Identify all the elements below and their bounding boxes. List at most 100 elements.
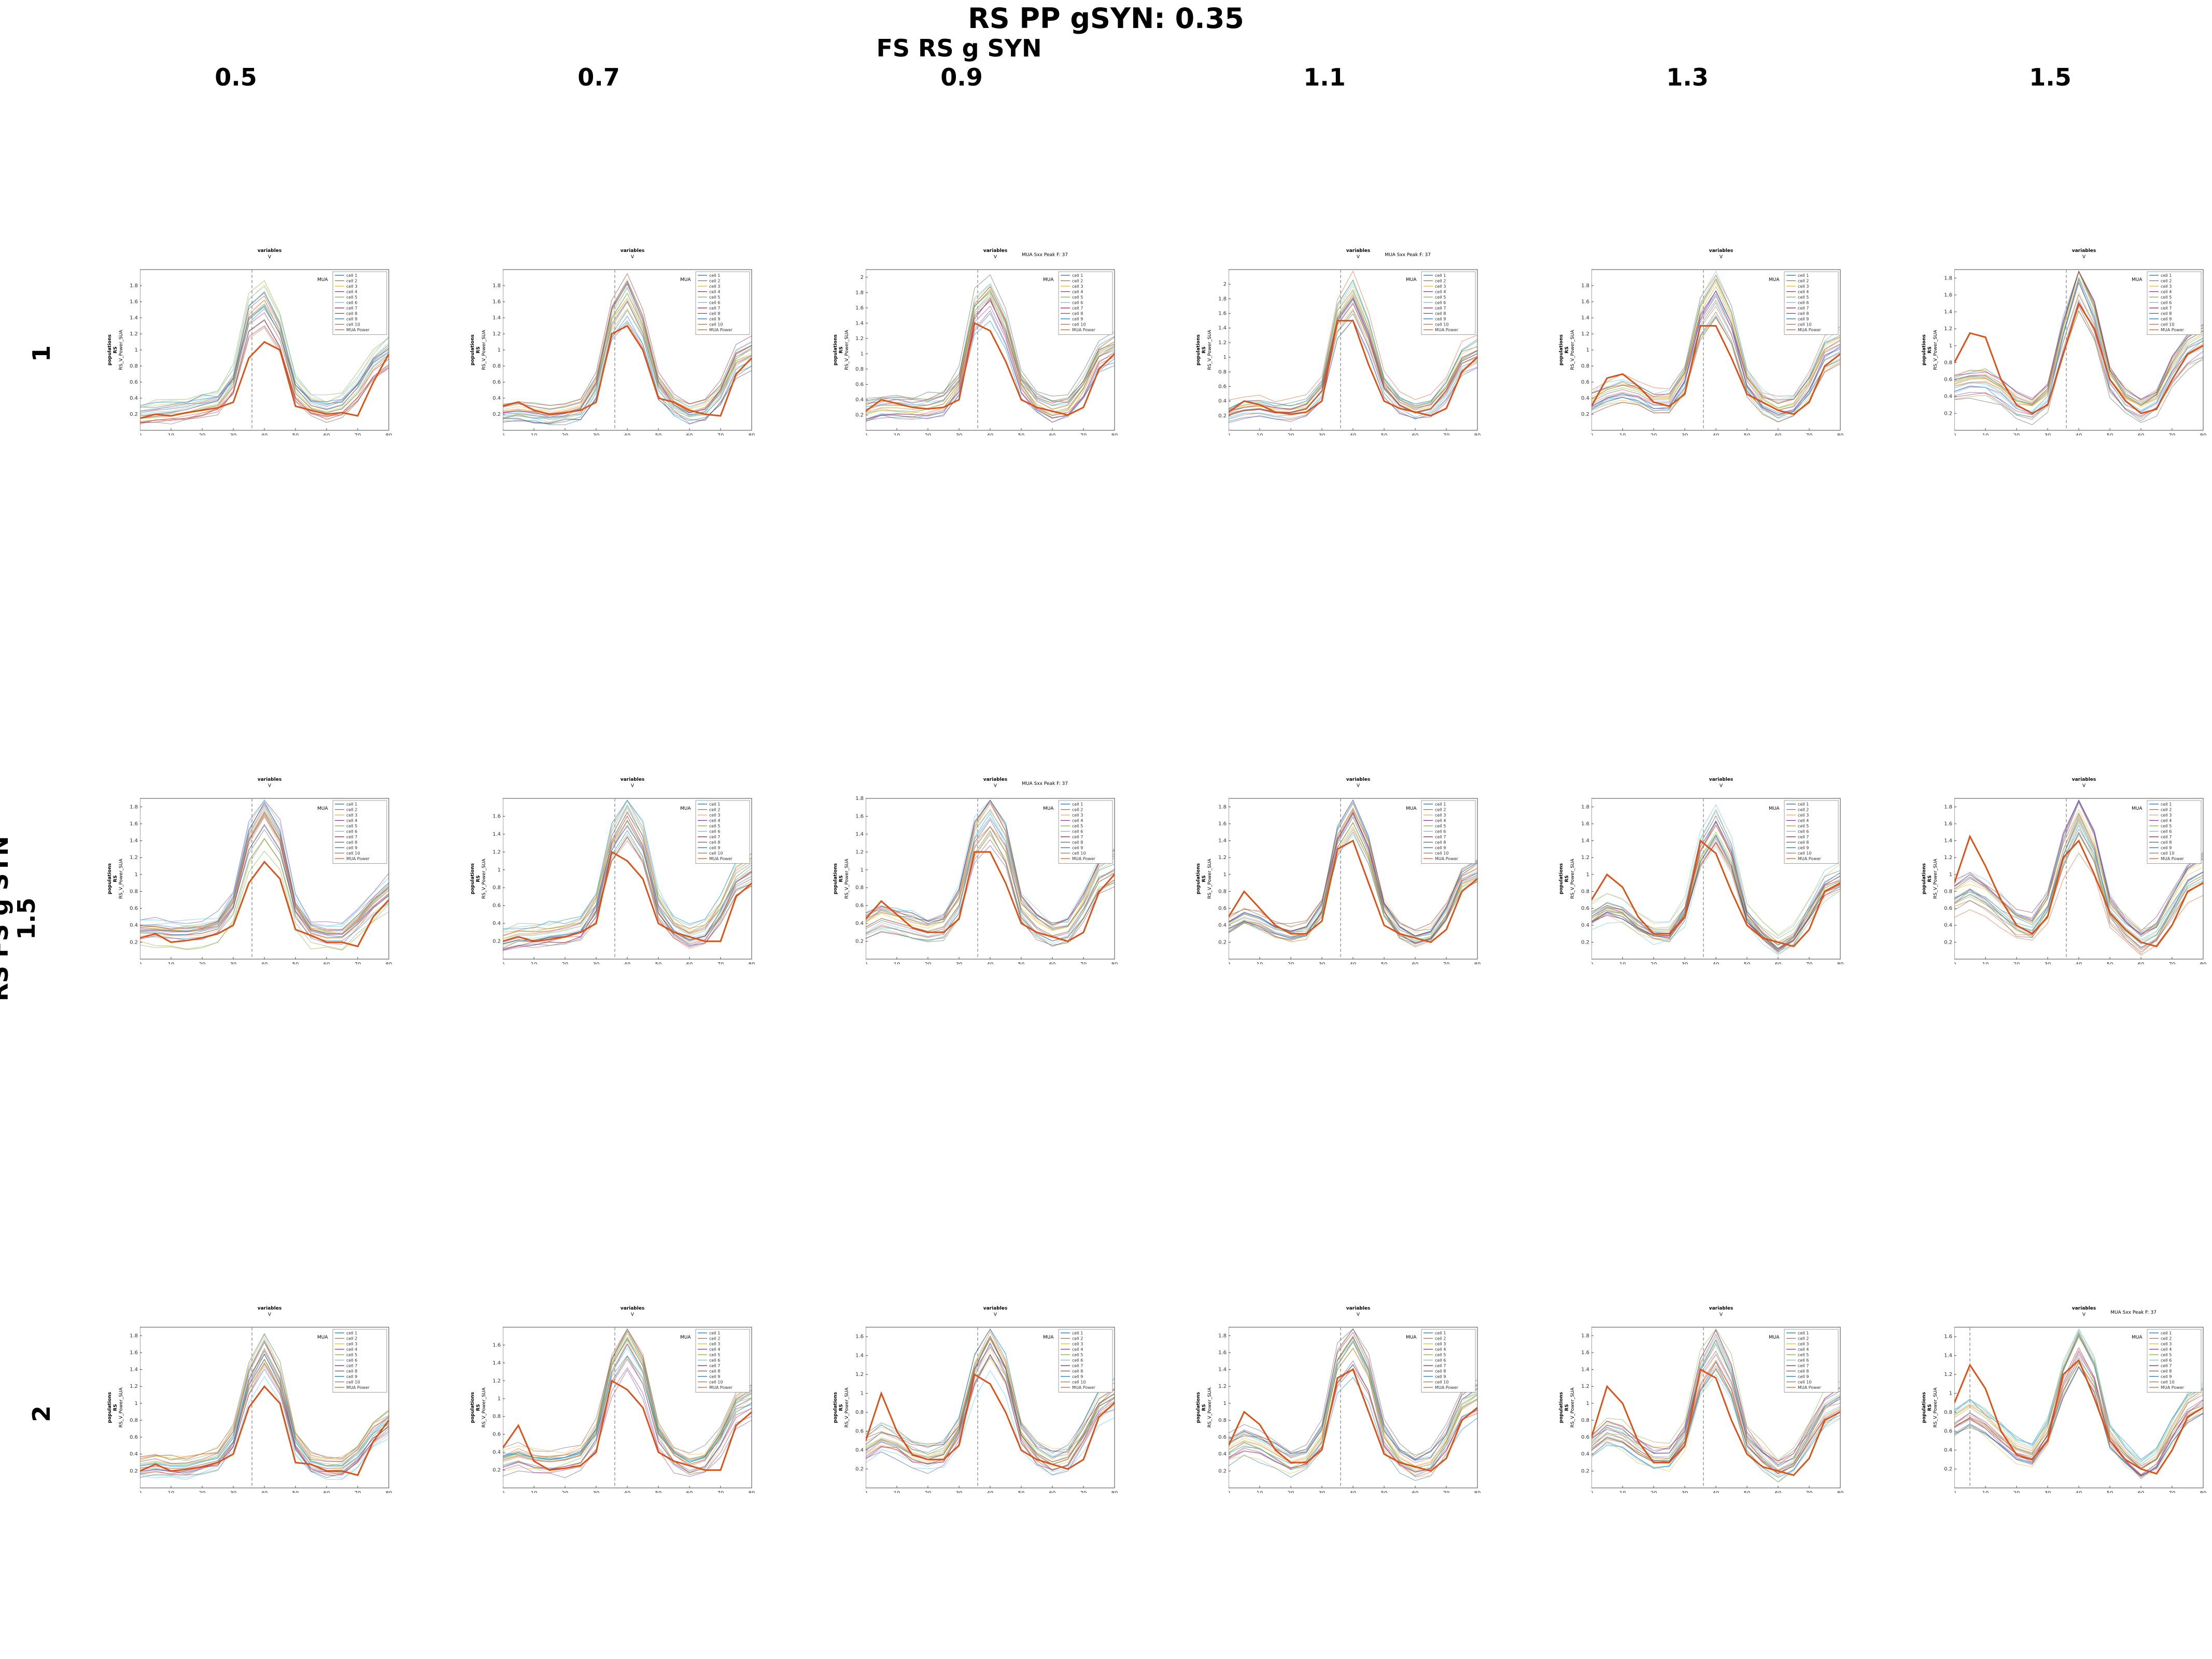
x-tick-label: 50 [1381,1491,1388,1493]
y-axis-label: RS [1565,1404,1570,1411]
y-tick-label: 1.6 [855,1334,864,1340]
legend-entry: cell 4 [2161,290,2172,294]
legend-entry: cell 1 [346,273,357,278]
panel-title: variables [1346,1306,1371,1311]
legend-entry: cell 9 [709,846,720,850]
x-tick-label: 50 [2107,433,2114,435]
cell-trace [866,1346,1115,1453]
mua-power-trace [503,850,752,943]
cell-trace [140,811,389,932]
x-tick-label: 70 [1080,962,1087,964]
cell-trace [866,813,1115,941]
legend-header: MUA [2132,806,2143,811]
y-tick-label: 1 [1586,1401,1589,1407]
y-tick-label: 0.2 [855,939,864,945]
cell-trace [866,290,1115,419]
legend-entry: cell 3 [1798,1342,1809,1346]
mua-power-trace [1229,320,1478,417]
legend-entry: cell 6 [1798,1358,1809,1363]
legend-entry: cell 10 [346,1380,360,1385]
cell-trace [866,1328,1115,1454]
legend-entry: cell 7 [709,306,720,311]
panel-title-sub: V [2082,1312,2086,1317]
x-tick-label: 10 [1257,433,1263,435]
legend-entry: cell 3 [346,813,357,818]
legend-entry: MUA Power [1435,328,1459,332]
y-tick-label: 0.4 [1944,923,1952,929]
peak-annotation: MUA Sxx Peak F: 37 [2110,1310,2157,1315]
x-tick-label: 10 [1982,433,1989,435]
cell-trace [1954,1349,2204,1469]
x-tick-label: 30 [593,962,600,964]
legend-entry: cell 3 [1072,1342,1083,1346]
x-tick-label: 80 [2200,1491,2207,1493]
x-tick-label: 70 [1806,433,1813,435]
y-tick-label: 0.8 [855,367,864,372]
cell-trace [866,826,1115,936]
legend-entry: cell 6 [2161,1358,2172,1363]
y-tick-label: 1 [861,351,864,357]
y-tick-label: 1.4 [1944,1353,1952,1359]
x-tick-label: 50 [292,433,299,435]
y-axis-gutter: 0.2 0.4 0.6 0.8 1 1.2 1.4 1.6 populations RS RS_V_… [470,813,501,944]
column-label: 0.5 [215,63,257,91]
cell-trace [1591,1329,1841,1466]
y-axis-gutter: 0.2 0.4 0.6 0.8 1 1.2 1.4 1.6 1.8 populations RS RS… [107,1333,138,1474]
x-tick-label: 50 [1018,1491,1025,1493]
cell-trace [503,278,752,412]
y-tick-label: 0.6 [1218,1435,1227,1440]
x-tick-label: 0 [503,1491,504,1493]
cell-trace [140,1368,389,1472]
y-tick-label: 0.6 [1944,377,1952,383]
legend-entry: cell 8 [1798,312,1809,316]
x-tick-label: 40 [987,1491,994,1493]
y-tick-label: 1.4 [130,838,138,844]
panel-title-sub: V [2082,255,2086,260]
legend-entry: cell 6 [1798,301,1809,305]
y-tick-label: 0.8 [1944,360,1952,365]
x-tick-label: 0 [866,1491,867,1493]
legend-entry: cell 6 [2161,301,2172,305]
y-tick-label: 1 [1223,1401,1227,1407]
x-tick-label: 30 [956,1491,963,1493]
y-tick-label: 0.2 [492,1468,501,1473]
y-tick-label: 1.4 [855,320,864,326]
legend-entry: cell 8 [709,840,720,845]
cell-trace [503,1333,752,1463]
legend-entry: cell 4 [2161,819,2172,823]
y-tick-label: 1.2 [130,855,138,861]
row-label: 1.5 [12,897,40,940]
x-tick-label: 60 [1412,962,1419,964]
legend-entry: cell 2 [346,808,357,812]
y-axis-gutter: 0.2 0.4 0.6 0.8 1 1.2 1.4 1.6 1.8 populations RS RS… [1922,804,1952,945]
y-tick-label: 1.2 [492,849,501,855]
cell-trace [140,319,389,425]
legend-entry: cell 8 [2161,1369,2172,1374]
x-tick-label: 80 [386,433,392,435]
legend-entry: cell 1 [346,1331,357,1335]
legend-entry: cell 2 [1798,808,1809,812]
x-tick-label: 70 [2169,1491,2176,1493]
legend-entry: cell 2 [1072,1337,1083,1341]
row-label: 1 [27,345,55,362]
panel-title-sub: V [994,255,997,260]
y-tick-label: 1.2 [855,849,864,855]
panel-title: variables [983,777,1008,782]
cell-trace [866,298,1115,421]
legend-entry: cell 5 [709,1353,720,1357]
y-tick-label: 1.6 [130,821,138,827]
y-tick-label: 1.2 [1581,1384,1589,1389]
x-tick-label: 30 [1682,962,1688,964]
legend-entry: cell 8 [1798,1369,1809,1374]
y-tick-label: 1 [1949,872,1952,878]
y-axis-label: RS_V_Power_SUA [119,330,124,370]
y-tick-label: 1.6 [1581,299,1589,305]
panel-title-sub: V [631,1312,635,1317]
cell-trace [1954,1332,2204,1467]
legend-entry: cell 9 [1798,846,1809,850]
legend-entry: cell 7 [709,1363,720,1368]
legend-entry: MUA Power [709,328,733,332]
